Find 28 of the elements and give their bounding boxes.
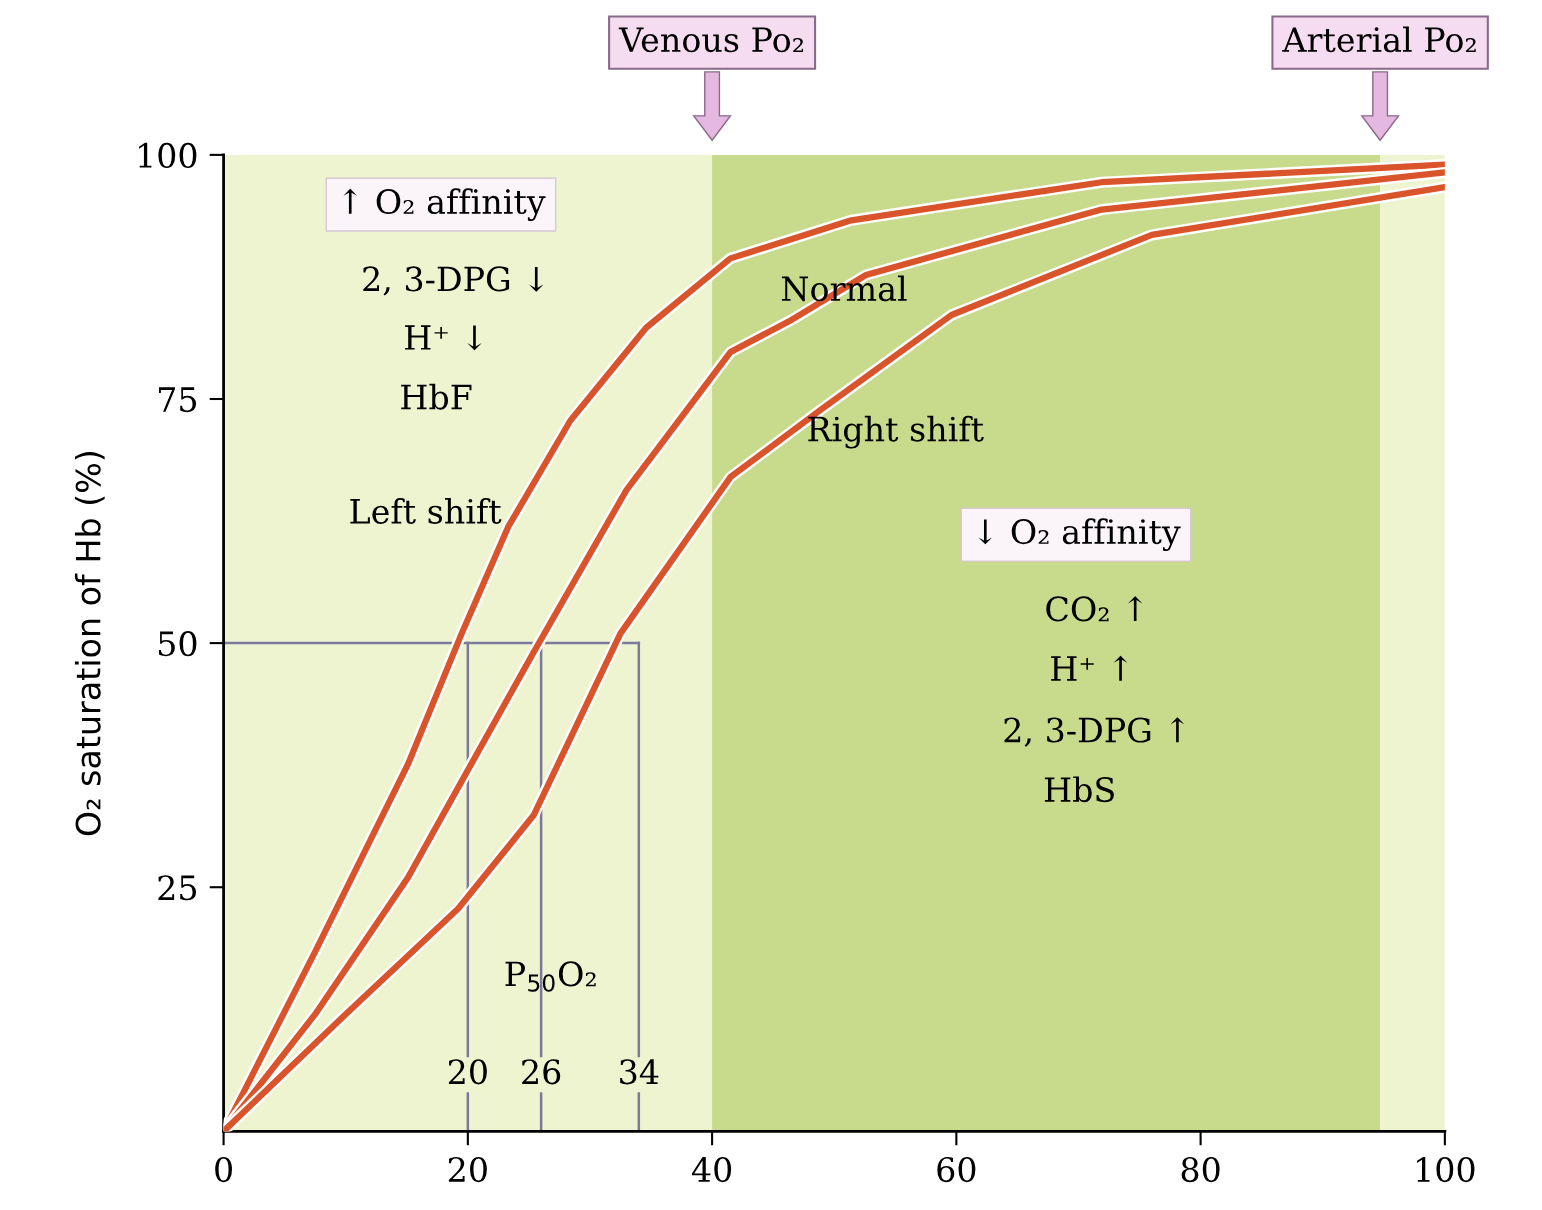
text: Arterial Po₂	[1282, 26, 1476, 53]
ref-line-label: 20	[448, 1059, 487, 1085]
y-tick-label: 75	[158, 387, 197, 413]
annotation: 2, 3-DPG ↓	[363, 266, 544, 296]
y-tick-label: 100	[139, 142, 197, 169]
x-tick-label: 40	[691, 1156, 732, 1183]
annotation: ↑ O₂ affinity	[343, 188, 546, 222]
annotation: CO₂ ↑	[1046, 596, 1142, 622]
x-tick-label: 20	[448, 1156, 487, 1183]
y-tick-label: 50	[159, 631, 197, 657]
x-tick-label: 0	[215, 1156, 232, 1183]
ref-line-label: 26	[522, 1059, 561, 1085]
annotation: H⁺ ↑	[1051, 655, 1128, 681]
annotation: HbF	[401, 383, 472, 410]
annotation: ↓ O₂ affinity	[978, 518, 1181, 552]
annotation: Left shift	[350, 498, 502, 524]
x-tick-label: 100	[1417, 1156, 1475, 1183]
text: Venous Po₂	[618, 27, 803, 53]
ref-line-label: 34	[620, 1059, 659, 1085]
annotation: P$_{50}$O₂	[505, 961, 596, 992]
annotation: 2, 3-DPG ↑	[1004, 717, 1185, 747]
annotation: HbS	[1044, 776, 1114, 803]
annotation: Right shift	[808, 415, 984, 449]
y-tick-label: 25	[158, 875, 197, 901]
y-axis-title: O₂ saturation of Hb (%)	[74, 451, 105, 836]
x-tick-label: 80	[1181, 1156, 1220, 1183]
annotation: H⁺ ↓	[405, 325, 482, 351]
x-tick-label: 60	[937, 1156, 976, 1183]
